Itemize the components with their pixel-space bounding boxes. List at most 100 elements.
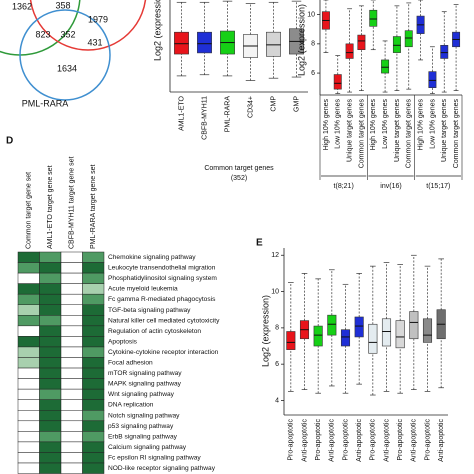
row-label: Fc epsilon RI signaling pathway [108,454,201,461]
heatmap-cell [17,388,40,400]
row-label: Chemokine signaling pathway [108,254,196,261]
group-label: t(8;21) [334,183,354,190]
x-tick-label: CMP [270,96,277,112]
x-tick-label: High 10% genes [370,99,377,151]
x-tick-label: Low 10% genes [335,99,342,149]
x-tick-label: GMP [293,96,300,112]
heatmap-cell [17,346,40,358]
heatmap-cell [60,357,83,369]
heatmap-cell [17,325,40,337]
box [197,31,212,54]
row-label: Regulation of actin cytoskeleton [108,328,201,335]
heatmap-cell [17,399,40,411]
x-tick-label: Common target genes [453,99,460,169]
y-tick-label: 10 [307,11,315,18]
heatmap-cell [82,410,105,422]
heatmap-cell [82,388,105,400]
x-tick-label: PML-RARA [224,96,231,133]
box [381,318,392,347]
x-tick-label: Common target genes [358,99,365,169]
x-tick-label: CD34+ [247,96,254,118]
row-label: Cytokine-cytokine receptor interaction [108,349,219,356]
row-label: Acute myeloid leukemia [108,286,178,293]
x-tick-label: Pro-apoptotic [342,419,349,461]
row-label: TGF-beta signaling pathway [108,307,191,314]
heatmap-cell [82,251,105,263]
x-tick-label: Pro-apoptotic [424,419,431,461]
venn-circle [19,9,111,101]
row-label: Fc gamma R-mediated phagocytosis [108,296,216,303]
heatmap-cell [39,452,62,464]
heatmap-cell [39,325,62,337]
x-axis-label: Common target genes [204,165,274,172]
heatmap-cell [39,462,62,474]
box [327,314,337,336]
venn-circle [29,0,147,51]
x-tick-label: Anti-apoptotic [438,419,445,462]
box [395,320,405,349]
row-label: DNA replication [108,402,154,409]
row-label: Phosphatidylinositol signaling system [108,275,217,282]
heatmap-cell [82,441,105,453]
box [381,59,390,74]
heatmap-cell [17,367,40,379]
box [174,31,189,55]
heatmap-cell [60,336,83,348]
x-tick-label: AML1-ETO [178,95,185,130]
heatmap-cell [82,272,105,284]
row-label: Focal adhesion [108,360,153,367]
heatmap-cell [60,378,83,390]
y-tick-label: 4 [275,397,279,404]
heatmap-cell [17,378,40,390]
heatmap-cell [39,293,62,306]
x-tick-label: Anti-apoptotic [383,419,390,462]
box [345,43,354,59]
heatmap-cell [82,262,105,274]
heatmap-cell [39,283,62,295]
heatmap-cell [39,441,62,453]
venn-count: 1979 [88,14,108,24]
heatmap-cell [17,293,40,306]
row-label: ErbB signaling pathway [108,433,178,440]
heatmap-cell [82,293,105,306]
x-tick-label: High 10% genes [323,99,330,151]
heatmap-cell [60,452,83,464]
row-label: NOD-like receptor signaling pathway [108,465,216,472]
heatmap-cell [82,367,105,379]
box [357,34,366,50]
heatmap-cell [17,336,40,348]
heatmap-cell [60,283,83,295]
heatmap-cell [17,315,40,327]
heatmap-cell [60,262,83,274]
y-axis-label: Log2 (expression) [260,295,270,367]
row-label: Calcium signaling pathway [108,444,187,451]
x-tick-label: Unique target genes [441,99,448,163]
heatmap-cell [60,367,83,379]
heatmap-cell [39,304,62,316]
heatmap-cell [17,410,40,422]
x-tick-label: Pro-apoptotic [288,419,295,461]
venn-label: PML-RARA [22,98,69,108]
box [286,331,296,350]
heatmap-cell [60,293,83,306]
heatmap-cell [82,336,105,348]
heatmap-cell [17,420,40,432]
heatmap-cell [17,357,40,369]
heatmap-cell [39,367,62,379]
venn-count: 823 [35,29,50,39]
heatmap-cell [39,272,62,284]
column-label: CBFB-MYH11 target gene set [69,156,76,249]
venn-count: 1362 [12,1,32,11]
heatmap-cell [82,304,105,316]
box [354,316,364,338]
heatmap-cell [17,452,40,464]
row-label: Apoptosis [108,338,138,345]
y-tick-label: 12 [271,252,279,259]
column-label: AML1-ETO target gene set [47,165,54,249]
row-label: MAPK signaling pathway [108,381,182,388]
heatmap-cell [60,388,83,400]
heatmap-cell [17,283,40,295]
column-label: PML-RARA target gene set [90,165,97,249]
heatmap-cell [39,346,62,358]
